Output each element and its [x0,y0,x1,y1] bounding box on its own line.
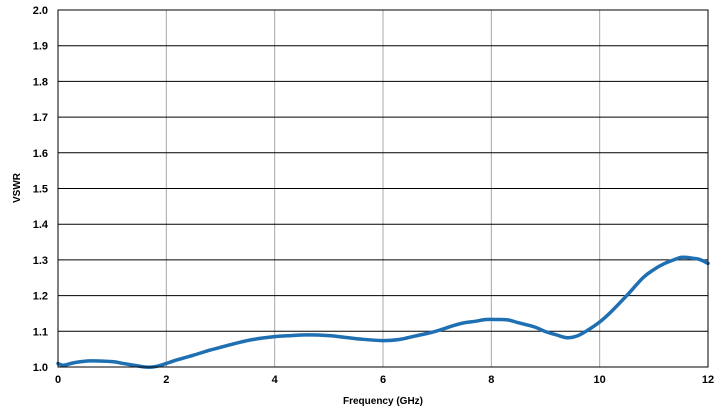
x-tick-label: 8 [488,374,494,386]
x-tick-label: 2 [163,374,169,386]
y-tick-label: 1.3 [33,255,48,267]
x-tick-label: 6 [380,374,386,386]
x-tick-label: 0 [55,374,61,386]
x-tick-label: 10 [594,374,606,386]
y-tick-label: 1.5 [33,184,48,196]
plot-border [57,9,709,368]
y-axis-title: VSWR [12,172,23,203]
tick-layer: 0 2 4 6 8 10 12 1.0 1.1 1.2 1.3 1.4 1.5 1.6 1.7 1.8 1.9 2… [33,5,714,386]
series-layer [56,255,710,369]
y-tick-label: 1.9 [33,41,48,53]
y-tick-label: 1.2 [33,291,48,303]
x-tick-label: 4 [272,374,279,386]
x-axis-title: Frequency (GHz) [343,396,423,407]
y-tick-label: 1.4 [33,219,49,231]
y-tick-label: 1.7 [33,112,48,124]
y-tick-label: 2.0 [33,5,48,17]
vswr-series-line [56,255,710,369]
y-tick-label: 1.1 [33,326,48,338]
y-tick-label: 1.8 [33,76,48,88]
x-tick-label: 12 [702,374,714,386]
grid-layer [58,10,708,367]
y-tick-label: 1.6 [33,148,48,160]
y-tick-label: 1.0 [33,362,48,374]
